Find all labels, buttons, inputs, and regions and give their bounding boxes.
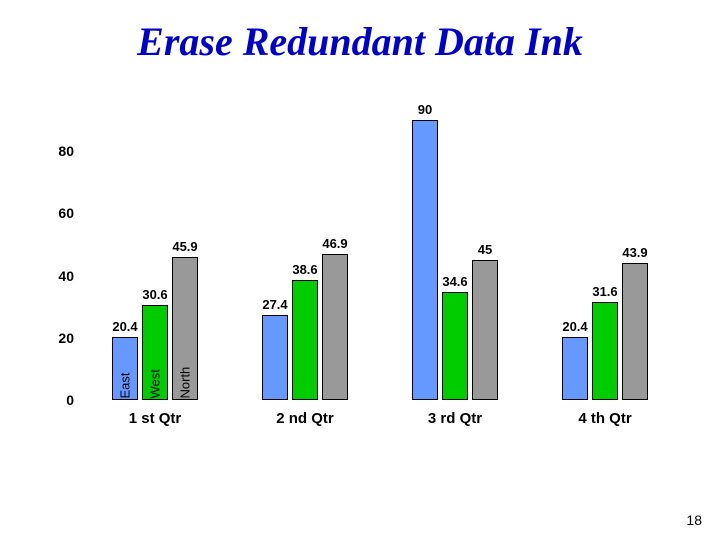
- bar: [472, 260, 498, 400]
- data-label: 20.4: [112, 319, 137, 334]
- slide-title: Erase Redundant Data Ink: [0, 18, 720, 65]
- y-tick-label: 40: [58, 268, 74, 284]
- data-label: 90: [418, 102, 432, 117]
- chart-area: 20.4East30.6West45.9North27.438.646.9903…: [40, 120, 680, 440]
- bar: [412, 120, 438, 400]
- data-label: 30.6: [142, 287, 167, 302]
- data-label: 46.9: [322, 236, 347, 251]
- x-category-label: 3 rd Qtr: [380, 410, 530, 427]
- data-label: 34.6: [442, 274, 467, 289]
- data-label: 45: [478, 242, 492, 257]
- data-label: 45.9: [172, 239, 197, 254]
- x-category-label: 1 st Qtr: [80, 410, 230, 427]
- y-tick-label: 80: [58, 143, 74, 159]
- data-label: 20.4: [562, 319, 587, 334]
- x-category-label: 4 th Qtr: [530, 410, 680, 427]
- series-label: East: [118, 371, 133, 399]
- page-number: 18: [686, 512, 702, 528]
- data-label: 38.6: [292, 262, 317, 277]
- bar: [442, 292, 468, 400]
- y-tick-label: 0: [66, 392, 74, 408]
- series-label: West: [148, 371, 163, 399]
- x-category-label: 2 nd Qtr: [230, 410, 380, 427]
- bar: [292, 280, 318, 400]
- bar: [622, 263, 648, 400]
- series-label: North: [178, 371, 193, 399]
- bar: [592, 302, 618, 400]
- data-label: 43.9: [622, 245, 647, 260]
- bar: [562, 337, 588, 400]
- y-tick-label: 20: [58, 330, 74, 346]
- data-label: 31.6: [592, 284, 617, 299]
- data-label: 27.4: [262, 297, 287, 312]
- y-tick-label: 60: [58, 205, 74, 221]
- bar: [322, 254, 348, 400]
- bar: [262, 315, 288, 400]
- plot-area: 20.4East30.6West45.9North27.438.646.9903…: [80, 120, 680, 400]
